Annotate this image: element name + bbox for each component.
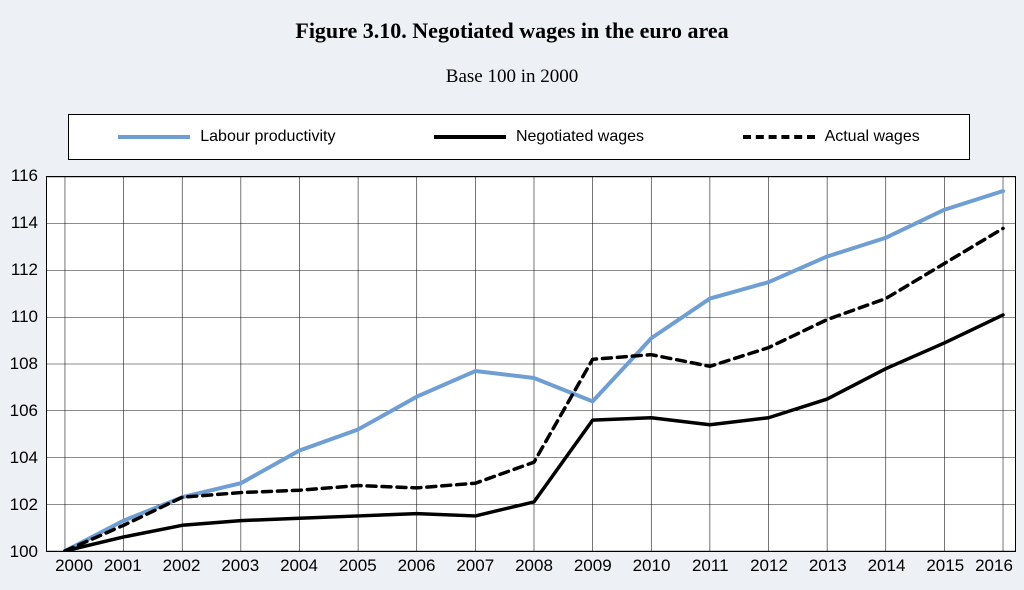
line-swatch-icon xyxy=(118,135,190,139)
line-swatch-icon xyxy=(743,135,815,139)
figure-title: Figure 3.10. Negotiated wages in the eur… xyxy=(0,0,1024,44)
x-tick-label: 2013 xyxy=(809,556,847,576)
y-tick-label: 110 xyxy=(11,307,38,327)
legend-item-actual-wages: Actual wages xyxy=(743,128,920,146)
x-tick-label: 2011 xyxy=(692,556,729,576)
y-tick-label: 104 xyxy=(10,448,38,468)
x-tick-label: 2010 xyxy=(633,556,671,576)
x-tick-label: 2004 xyxy=(280,556,318,576)
y-tick-label: 114 xyxy=(11,213,38,233)
plot-area xyxy=(46,176,1016,552)
legend-item-negotiated-wages: Negotiated wages xyxy=(434,128,644,146)
x-tick-label: 2016 xyxy=(975,556,1013,576)
x-tick-label: 2009 xyxy=(574,556,612,576)
y-tick-label: 112 xyxy=(11,260,38,280)
legend-item-labour-productivity: Labour productivity xyxy=(118,128,335,146)
x-tick-label: 2000 xyxy=(55,556,93,576)
x-tick-label: 2015 xyxy=(926,556,964,576)
x-tick-label: 2001 xyxy=(104,556,142,576)
y-tick-label: 108 xyxy=(10,354,38,374)
legend-label: Actual wages xyxy=(825,128,920,146)
x-tick-label: 2002 xyxy=(163,556,201,576)
y-tick-label: 102 xyxy=(10,495,38,515)
x-tick-label: 2005 xyxy=(339,556,377,576)
x-tick-label: 2014 xyxy=(868,556,906,576)
y-tick-label: 106 xyxy=(10,401,38,421)
y-axis-labels: 100102104106108110112114116 xyxy=(0,176,42,552)
x-tick-label: 2003 xyxy=(221,556,259,576)
x-tick-label: 2012 xyxy=(750,556,788,576)
x-tick-label: 2006 xyxy=(398,556,436,576)
legend-label: Negotiated wages xyxy=(516,128,644,146)
legend-box: Labour productivity Negotiated wages Act… xyxy=(68,114,970,160)
figure-subtitle: Base 100 in 2000 xyxy=(0,66,1024,88)
y-tick-label: 116 xyxy=(11,166,38,186)
legend-label: Labour productivity xyxy=(200,128,335,146)
y-tick-label: 100 xyxy=(10,542,38,562)
line-swatch-icon xyxy=(434,135,506,139)
chart-svg xyxy=(47,177,1015,551)
x-tick-label: 2007 xyxy=(456,556,494,576)
x-axis-labels: 2000 2001 2002 2003 2004 2005 2006 2007 2008 2009… xyxy=(46,556,1016,584)
figure-container: Figure 3.10. Negotiated wages in the eur… xyxy=(0,0,1024,590)
x-tick-label: 2008 xyxy=(515,556,553,576)
